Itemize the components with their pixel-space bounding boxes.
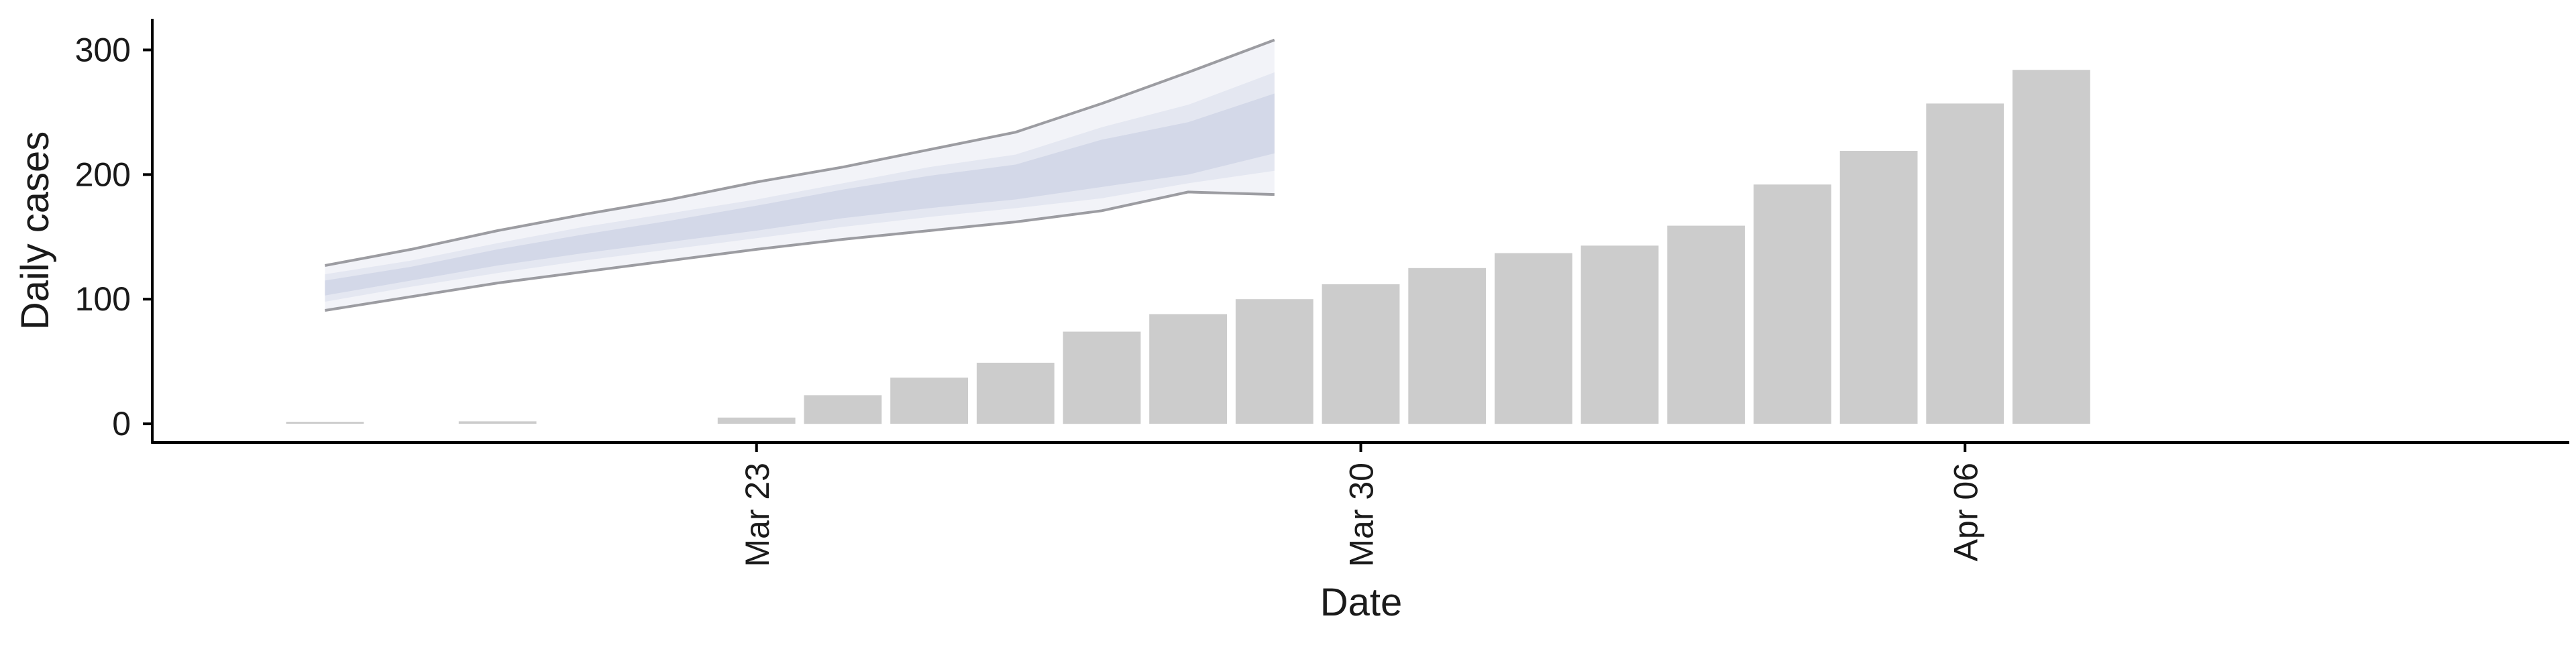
y-tick-label-200: 200 bbox=[75, 156, 131, 193]
bar-2020-04-05 bbox=[1839, 151, 1918, 424]
y-tick-label-300: 300 bbox=[75, 31, 131, 68]
forecast-upper-line bbox=[325, 38, 1275, 267]
forecast-lower-line bbox=[325, 190, 1275, 312]
x-tick-label-mar-30: Mar 30 bbox=[1343, 463, 1381, 567]
y-tick-label-0: 0 bbox=[112, 405, 131, 443]
bar-2020-04-04 bbox=[1754, 184, 1831, 424]
bar-2020-03-24 bbox=[804, 395, 882, 424]
bar-layer bbox=[286, 70, 2090, 424]
bar-2020-03-31 bbox=[1408, 268, 1487, 424]
bar-2020-04-02 bbox=[1580, 245, 1659, 424]
bar-2020-03-30 bbox=[1322, 284, 1400, 424]
bar-2020-03-25 bbox=[890, 377, 968, 424]
bar-2020-03-29 bbox=[1235, 299, 1313, 424]
y-axis-title: Daily cases bbox=[13, 131, 57, 331]
y-tick-label-100: 100 bbox=[75, 280, 131, 318]
bar-2020-04-03 bbox=[1667, 225, 1746, 424]
bar-2020-03-28 bbox=[1149, 314, 1227, 424]
bar-2020-03-26 bbox=[976, 363, 1055, 424]
tick-layer: 0 100 200 300 Mar 23 Mar 30 Apr 06 bbox=[75, 31, 1985, 567]
bar-2020-04-01 bbox=[1495, 253, 1572, 424]
bar-2020-03-27 bbox=[1063, 331, 1141, 424]
bar-2020-03-20 bbox=[458, 421, 537, 424]
x-tick-label-apr-06: Apr 06 bbox=[1947, 463, 1984, 561]
forecast-band-inner bbox=[325, 93, 1275, 296]
bar-2020-03-18 bbox=[286, 422, 364, 424]
forecast-band-layer bbox=[325, 38, 1275, 312]
bar-2020-03-23 bbox=[717, 417, 796, 424]
x-tick-label-mar-23: Mar 23 bbox=[739, 463, 776, 567]
bar-2020-04-07 bbox=[2012, 70, 2090, 424]
x-axis-title: Date bbox=[1320, 581, 1403, 624]
bar-2020-04-06 bbox=[1926, 103, 2004, 424]
